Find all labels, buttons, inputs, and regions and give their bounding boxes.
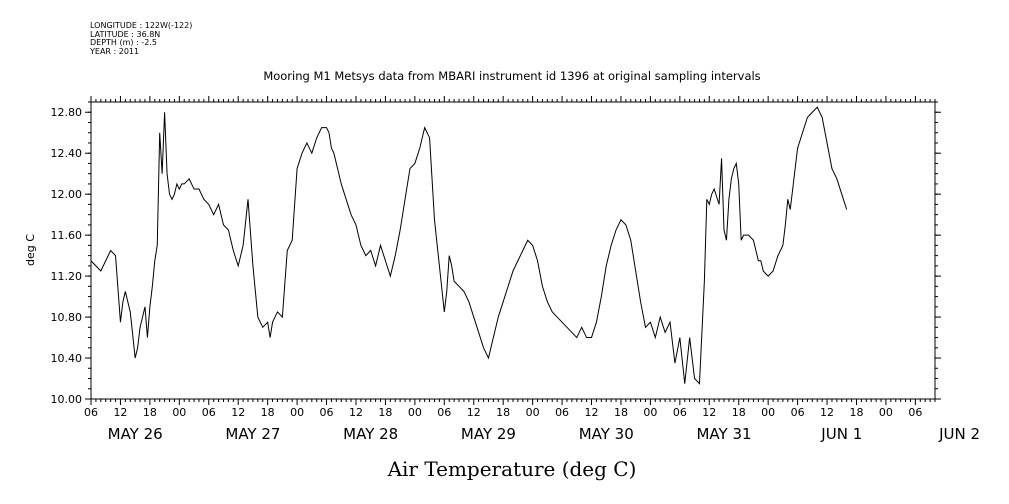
x-tick-label: 00 [172,406,186,419]
x-tick-label: 18 [849,406,863,419]
x-tick-label: 06 [673,406,687,419]
chart-title: Mooring M1 Metsys data from MBARI instru… [263,69,760,83]
x-tick-label: 06 [320,406,334,419]
meta-latitude: LATITUDE : 36.8N [90,29,161,39]
y-tick-label: 12.00 [51,188,83,201]
x-date-label: MAY 30 [579,425,634,443]
x-tick-label: 12 [820,406,834,419]
x-tick-label: 12 [702,406,716,419]
x-tick-label: 00 [408,406,422,419]
x-tick-label: 12 [585,406,599,419]
x-tick-label: 00 [290,406,304,419]
x-date-label: MAY 26 [108,425,163,443]
series-line-air-temperature [90,106,848,385]
x-tick-label: 06 [202,406,216,419]
x-tick-label: 18 [143,406,157,419]
x-tick-label: 06 [791,406,805,419]
x-tick-label: 06 [908,406,922,419]
y-tick-label: 11.60 [51,229,83,242]
meta-year: YEAR : 2011 [90,46,140,56]
x-date-label: MAY 28 [343,425,398,443]
x-date-label: MAY 27 [225,425,280,443]
x-tick-label: 12 [467,406,481,419]
x-tick-label: 06 [555,406,569,419]
x-date-label: MAY 31 [696,425,751,443]
x-tick-label: 12 [349,406,363,419]
x-tick-label: 12 [113,406,127,419]
x-tick-label: 18 [261,406,275,419]
x-tick-label: 06 [437,406,451,419]
x-axis-label: Air Temperature (deg C) [387,457,637,481]
y-axis-label: deg C [24,234,37,266]
x-tick-label: 00 [643,406,657,419]
x-tick-label: 00 [879,406,893,419]
y-tick-label: 10.40 [51,352,83,365]
y-axis: 10.00 10.40 10.80 11.20 11.60 12.00 12.40 12.80 [51,101,941,406]
x-tick-label: 00 [526,406,540,419]
top-ticks [90,96,936,102]
x-tick-label: 18 [496,406,510,419]
x-tick-label: 18 [378,406,392,419]
y-tick-label: 11.20 [51,270,83,283]
x-tick-label: 00 [761,406,775,419]
y-tick-label: 12.40 [51,147,83,160]
meta-depth: DEPTH (m) : -2.5 [90,38,157,48]
x-date-label: JUN 2 [938,425,980,443]
plot-frame [90,101,936,400]
x-tick-label: 06 [84,406,98,419]
y-tick-label: 12.80 [51,106,83,119]
x-tick-label: 18 [614,406,628,419]
metadata-block: LONGITUDE : 122W(-122) LATITUDE : 36.8N … [90,21,193,56]
meta-longitude: LONGITUDE : 122W(-122) [90,21,193,30]
y-tick-label: 10.00 [51,393,83,406]
x-date-label: MAY 29 [461,425,516,443]
x-tick-label: 18 [732,406,746,419]
y-tick-label: 10.80 [51,311,83,324]
x-tick-label: 12 [231,406,245,419]
x-axis: 06 12 18 00 06 12 18 00 06 12 18 00 06 12 18 00 06 12 18 00… [84,399,980,443]
x-date-label: JUN 1 [820,425,862,443]
